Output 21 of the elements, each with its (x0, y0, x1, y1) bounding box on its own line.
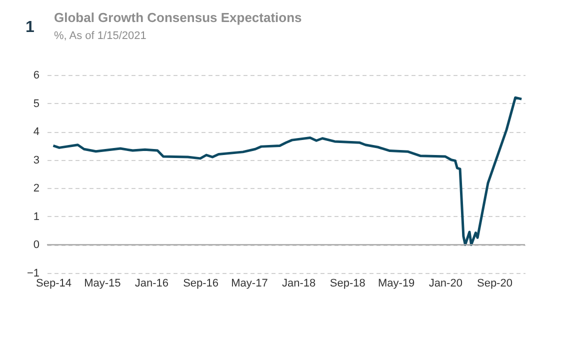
y-tick-label: 6 (33, 70, 40, 82)
chart-title: Global Growth Consensus Expectations (54, 10, 302, 25)
x-tick-label: May-15 (84, 278, 121, 290)
y-tick-label: −1 (26, 268, 40, 280)
line-series (52, 96, 523, 246)
chart-subtitle: %, As of 1/15/2021 (54, 30, 146, 42)
x-tick-label: Jan-20 (428, 278, 462, 290)
y-tick-label: 4 (33, 126, 40, 138)
y-tick-label: 0 (33, 239, 40, 252)
x-tick-label: Jan-18 (282, 278, 316, 290)
x-tick-label: Sep-18 (330, 278, 366, 290)
y-tick-label: 2 (33, 182, 40, 195)
y-tick-label: 3 (33, 154, 40, 166)
y-tick-label: 1 (33, 210, 40, 223)
x-tick-label: May-17 (231, 278, 268, 290)
x-tick-label: Sep-14 (36, 278, 72, 290)
y-tick-label: 5 (33, 98, 40, 110)
x-tick-label: May-19 (378, 278, 415, 290)
x-tick-label: Sep-16 (183, 278, 219, 290)
x-tick-label: Sep-20 (476, 278, 512, 290)
x-tick-label: Jan-16 (134, 278, 169, 290)
